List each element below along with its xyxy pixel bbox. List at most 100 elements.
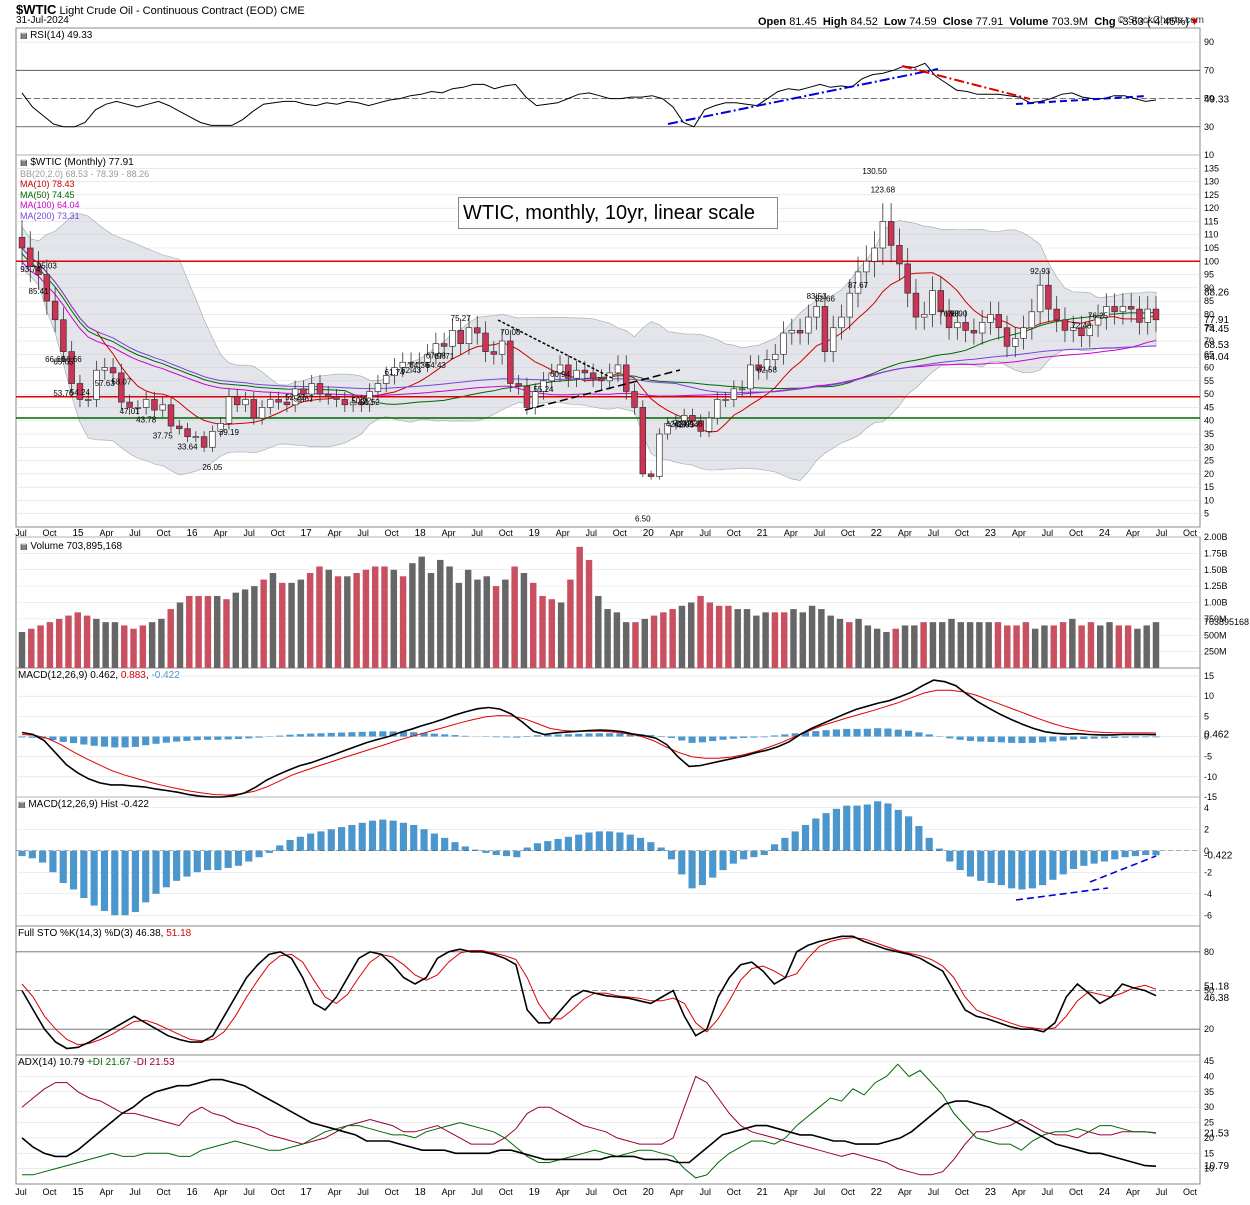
candle [988,314,994,322]
x-tick-label: Apr [1012,528,1026,538]
volume-bar [1134,629,1140,668]
x-tick-label: 19 [529,528,541,539]
candle [317,384,323,395]
x-tick-label: Jul [585,528,597,538]
price-annotation: 70.08 [500,328,521,337]
x-tick-label: Jul [471,528,483,538]
price-annotation: 53.76 [53,389,74,398]
adx-tick: 25 [1204,1118,1214,1128]
candle [52,301,58,320]
macd-hist-bar [998,851,1005,885]
volume-bar [614,612,620,668]
macd-hist-bar [905,731,912,737]
stoch-legend: Full STO %K(14,3) %D(3) 46.38, 51.18 [18,928,191,939]
x-tick-label: Apr [556,1187,570,1197]
macd-hist-tick: 2 [1204,824,1209,834]
candle [905,264,911,293]
menu-icon[interactable]: ▤ [18,800,26,809]
x-tick-label: 15 [72,1187,84,1198]
rsi-line [22,63,1156,127]
candle [19,237,25,248]
x-tick-label: Oct [1069,1187,1084,1197]
candle [160,405,166,410]
x-tick-label: Apr [214,528,228,538]
macd-hist-bar [1152,737,1159,738]
macd-hist-bar [771,735,778,736]
adx-tick: 45 [1204,1056,1214,1066]
macd-hist-bar [214,737,221,740]
macd-hist-bar [616,832,623,850]
macd-hist-bar [812,731,819,736]
volume-bar [326,570,332,668]
volume-bar [511,566,517,668]
macd-hist-bar [936,849,943,851]
volume-bar [707,603,713,669]
macd-hist-bar [596,733,603,736]
open-value: 81.45 [789,16,817,28]
x-tick-label: Oct [955,528,970,538]
macd-hist-bar [1111,737,1118,738]
x-tick-label: Jul [243,1187,255,1197]
price-annotation: 39.19 [219,428,240,437]
volume-bar [632,622,638,668]
volume-bar [762,612,768,668]
volume-bar [1032,629,1038,668]
candle [599,378,605,381]
volume-bar [846,622,852,668]
candle [458,330,464,343]
macd-hist-bar [781,734,788,736]
macd-hist-bar [895,730,902,737]
macd-hist-bar [317,733,324,736]
candle [1128,306,1134,309]
menu-icon[interactable]: ▤ [20,542,28,551]
macd-hist-bar [668,851,675,860]
macd-hist-bar [91,851,98,906]
candle [640,407,646,473]
price-annotation: 61.74 [384,368,405,377]
volume-bar [1069,619,1075,668]
volume-legend: ▤ Volume 703,895,168 [20,541,122,552]
volume-bar [1143,625,1149,668]
macd-hist-bar [730,851,737,864]
volume-bar [391,570,397,668]
x-tick-label: 16 [187,528,199,539]
macd-hist-bar [740,851,747,860]
macd-hist-bar [369,731,376,736]
macd-hist-bar [524,848,531,851]
rsi-trendline [902,66,1030,99]
rsi-trendline [668,69,938,124]
menu-icon[interactable]: ▤ [20,31,28,40]
x-tick-label: 19 [529,1187,541,1198]
x-tick-label: Apr [784,1187,798,1197]
macd-hist-bar [565,837,572,851]
macd-hist-bar [895,810,902,851]
candle [1012,338,1018,346]
x-tick-label: Jul [129,528,141,538]
candle [61,320,67,352]
macd-hist-bar [286,840,293,851]
adx-tick: 35 [1204,1087,1214,1097]
x-tick-label: Jul [700,528,712,538]
macd-hist-bar [431,734,438,737]
menu-icon[interactable]: ▤ [20,158,28,167]
volume-bar [985,622,991,668]
macd-hist-bar [554,735,561,737]
volume-bar [214,596,220,668]
macd-hist-bar [957,851,964,870]
x-tick-label: Apr [784,528,798,538]
price-tick: 20 [1204,469,1214,479]
candle [276,399,282,402]
macd-hist-bar [359,732,366,737]
macd-hist-bar [111,851,118,916]
volume-bar [855,619,861,668]
volume-bar [195,596,201,668]
volume-bar [1125,625,1131,668]
x-tick-label: Jul [928,528,940,538]
macd-hist-bar [606,831,613,850]
macd-hist-bar [740,737,747,738]
panel-frame-6 [16,1055,1200,1184]
candle [185,429,191,437]
candle [930,291,936,315]
volume-bar [1023,622,1029,668]
